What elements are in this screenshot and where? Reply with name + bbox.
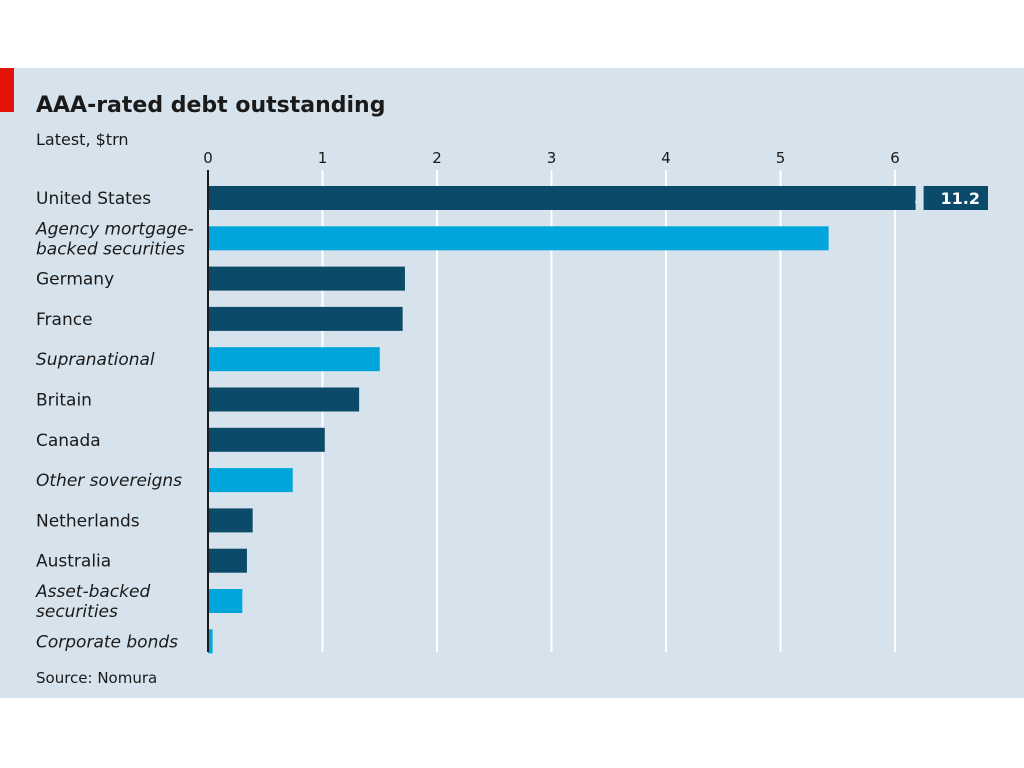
- axis-break-mark: [914, 183, 924, 213]
- bar-corporate-bonds: [208, 629, 213, 654]
- x-tick-label-3: 3: [547, 149, 557, 167]
- category-label-corporate-bonds: Corporate bonds: [36, 632, 178, 652]
- x-tick-label-6: 6: [890, 149, 900, 167]
- bar-other-sovereigns: [208, 468, 293, 493]
- x-tick-label-1: 1: [318, 149, 328, 167]
- value-label-united-states: 11.2: [941, 189, 980, 208]
- chart-title: AAA-rated debt outstanding: [36, 93, 385, 118]
- source-note: Source: Nomura: [36, 669, 157, 687]
- bar-asset-backed-securities: [208, 589, 243, 613]
- category-label-canada: Canada: [36, 431, 101, 451]
- bar-canada: [208, 427, 325, 452]
- category-label-france: France: [36, 310, 93, 330]
- category-label-united-states: United States: [36, 189, 151, 209]
- bars: 11.2: [208, 183, 988, 654]
- chart-subtitle: Latest, $trn: [36, 130, 129, 149]
- chart-background: [0, 68, 1024, 698]
- gridlines: [321, 170, 896, 652]
- bar-united-states: [208, 186, 916, 210]
- x-tick-label-0: 0: [203, 149, 213, 167]
- bar-germany: [208, 266, 405, 291]
- x-tick-label-4: 4: [661, 149, 671, 167]
- category-label-australia: Australia: [36, 552, 111, 572]
- bar-france: [208, 306, 403, 331]
- category-label-germany: Germany: [36, 270, 114, 290]
- x-axis-ticks: 0 1 2 3 4 5 6: [203, 149, 900, 167]
- category-label-netherlands: Netherlands: [36, 511, 140, 531]
- category-label-agency-mortgage-backed-securities: Agency mortgage-backed securities: [35, 219, 194, 259]
- category-label-other-sovereigns: Other sovereigns: [36, 471, 182, 491]
- bar-netherlands: [208, 508, 253, 533]
- bar-agency-mortgage-backed-securities: [208, 226, 829, 251]
- category-label-supranational: Supranational: [36, 350, 155, 370]
- red-accent-tab: [0, 68, 14, 112]
- bar-australia: [208, 548, 247, 573]
- x-tick-label-5: 5: [776, 149, 786, 167]
- bar-britain: [208, 387, 360, 412]
- category-label-asset-backed-securities: Asset-backed securities: [35, 582, 150, 622]
- bar-united-states-continued: [923, 186, 988, 210]
- x-tick-label-2: 2: [432, 149, 442, 167]
- bar-supranational: [208, 347, 380, 372]
- category-label-britain: Britain: [36, 391, 92, 411]
- category-labels: United States Agency mortgage-backed secu…: [35, 189, 194, 652]
